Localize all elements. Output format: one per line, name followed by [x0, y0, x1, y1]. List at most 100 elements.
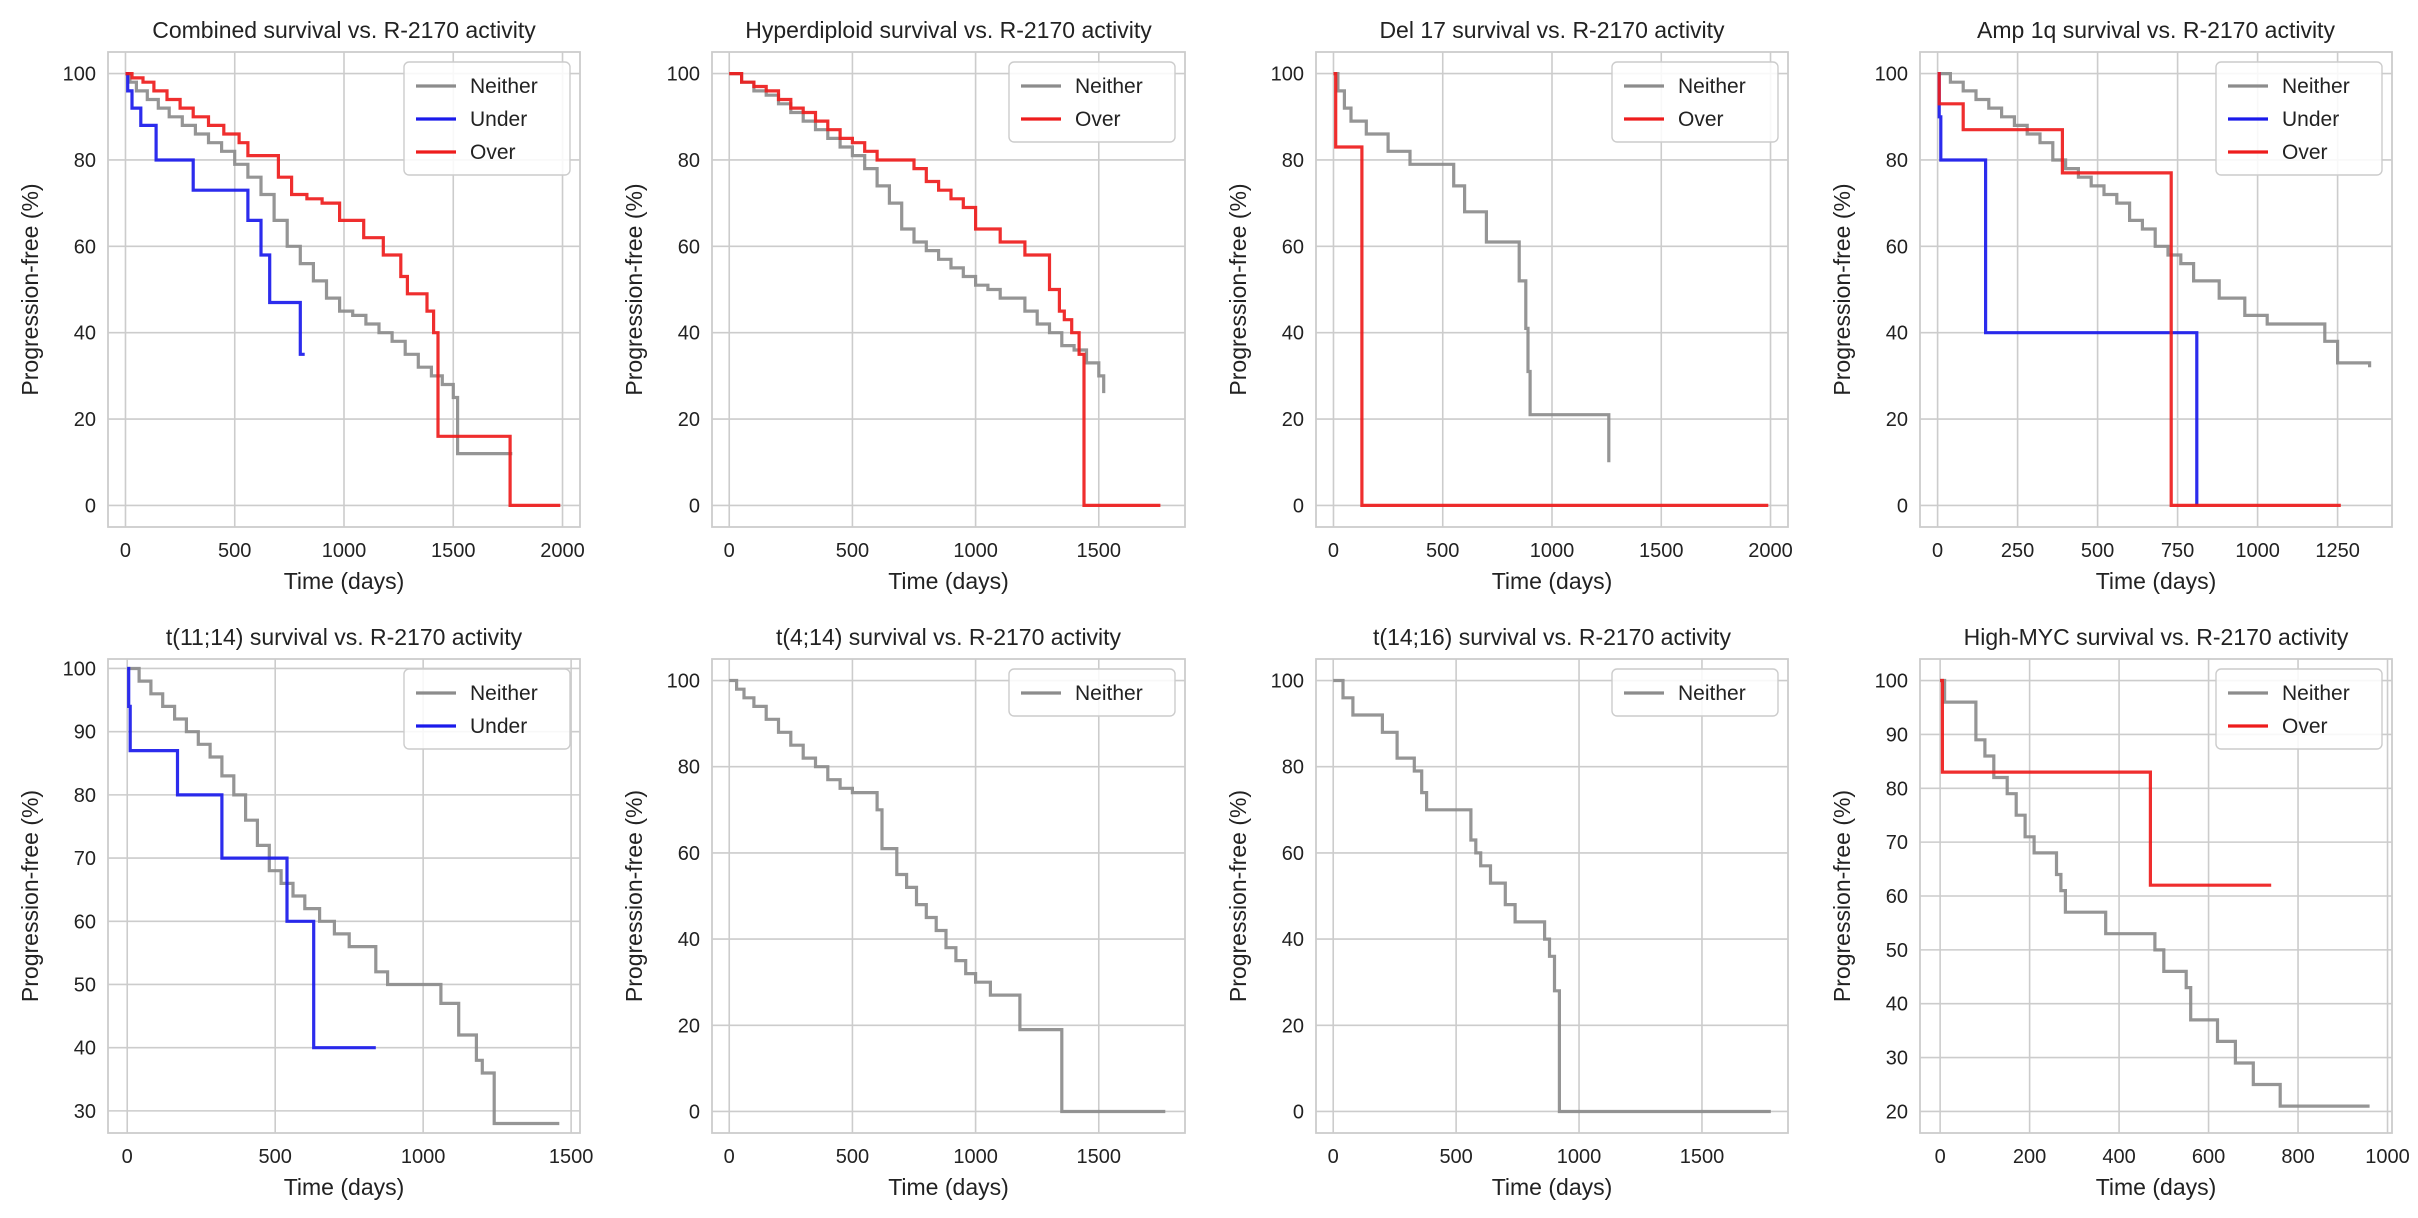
series-line-neither: [1333, 72, 1611, 463]
x-tick-label: 500: [836, 1146, 869, 1168]
series-line-neither: [127, 666, 560, 1126]
chart-title: Combined survival vs. R-2170 activity: [152, 17, 536, 43]
x-tick-label: 1250: [2315, 540, 2360, 562]
x-tick-label: 1000: [1530, 540, 1575, 562]
x-tick-label: 1000: [2365, 1146, 2410, 1168]
legend-entry-neither: Neither: [470, 682, 538, 705]
y-tick-label: 40: [1886, 994, 1908, 1016]
chart-title: t(14;16) survival vs. R-2170 activity: [1373, 624, 1731, 650]
plot-frame: [1315, 658, 1789, 1134]
y-tick-label: 0: [689, 1101, 700, 1123]
y-axis-label: Progression-free (%): [17, 183, 43, 395]
x-tick-label: 1500: [1639, 540, 1684, 562]
legend-entry-neither: Neither: [1075, 75, 1143, 98]
series-line-under: [1937, 72, 2199, 506]
y-tick-label: 100: [1875, 64, 1908, 86]
chart-panel-7: 0 500 1000 1500 0 20 40 60 80 100 t(14;16) surviva…: [1225, 624, 1789, 1200]
y-tick-label: 20: [678, 1015, 700, 1037]
legend-entry-neither: Neither: [2282, 682, 2350, 705]
y-tick-label: 100: [667, 64, 700, 86]
x-tick-label: 0: [1935, 1146, 1946, 1168]
y-tick-label: 0: [689, 495, 700, 517]
legend: Neither Over: [1611, 61, 1779, 143]
legend-entry-neither: Neither: [1678, 75, 1746, 98]
y-tick-label: 100: [1271, 64, 1304, 86]
chart-title: t(4;14) survival vs. R-2170 activity: [776, 624, 1122, 650]
legend-box: [1008, 668, 1176, 717]
y-axis-label: Progression-free (%): [17, 790, 43, 1002]
x-axis-label: Time (days): [888, 1174, 1009, 1200]
x-tick-label: 0: [724, 1146, 735, 1168]
x-tick-label: 400: [2102, 1146, 2135, 1168]
x-axis-label: Time (days): [284, 1174, 405, 1200]
y-tick-label: 60: [1282, 236, 1304, 258]
x-tick-label: 1000: [1557, 1146, 1602, 1168]
y-tick-label: 20: [1282, 409, 1304, 431]
plot-frame: [1919, 658, 2393, 1134]
x-tick-label: 0: [1932, 540, 1943, 562]
y-tick-label: 20: [1886, 1101, 1908, 1123]
y-tick-label: 90: [74, 722, 96, 744]
y-tick-label: 100: [667, 671, 700, 693]
y-tick-label: 30: [74, 1101, 96, 1123]
legend-box: [2215, 668, 2383, 750]
series-line-neither: [1937, 72, 2372, 368]
x-tick-label: 1500: [431, 540, 476, 562]
y-tick-label: 80: [1886, 778, 1908, 800]
x-axis-label: Time (days): [1492, 568, 1613, 594]
legend-entry-under: Under: [2282, 108, 2339, 131]
legend-box: [403, 668, 571, 750]
x-tick-label: 500: [836, 540, 869, 562]
series-line-under: [125, 72, 305, 356]
plot-frame: [107, 658, 581, 1134]
legend-box: [1611, 61, 1779, 143]
series-line-over: [729, 72, 1161, 507]
legend: Neither Under: [403, 668, 571, 750]
chart-panel-3: 0 500 1000 1500 2000 0 20 40 60 80 100 Del 17 survi…: [1225, 17, 1793, 594]
y-tick-label: 40: [678, 323, 700, 345]
x-tick-label: 500: [2081, 540, 2114, 562]
legend: Neither Under Over: [2215, 61, 2383, 176]
y-tick-label: 20: [678, 409, 700, 431]
y-tick-label: 70: [74, 848, 96, 870]
x-tick-label: 1500: [1680, 1146, 1725, 1168]
x-tick-label: 500: [218, 540, 251, 562]
y-tick-label: 80: [678, 757, 700, 779]
x-tick-label: 0: [122, 1146, 133, 1168]
x-tick-label: 0: [120, 540, 131, 562]
x-axis-label: Time (days): [2096, 568, 2217, 594]
x-tick-label: 1000: [322, 540, 367, 562]
x-axis-label: Time (days): [1492, 1174, 1613, 1200]
legend-entry-neither: Neither: [470, 75, 538, 98]
plot-frame: [1919, 51, 2393, 528]
y-tick-label: 70: [1886, 832, 1908, 854]
y-tick-label: 50: [74, 974, 96, 996]
x-tick-label: 1000: [401, 1146, 446, 1168]
y-tick-label: 60: [678, 236, 700, 258]
series-line-neither: [729, 678, 1166, 1114]
y-axis-label: Progression-free (%): [1225, 183, 1251, 395]
legend: Neither Over: [1008, 61, 1176, 143]
x-tick-label: 500: [1439, 1146, 1472, 1168]
y-tick-label: 80: [74, 150, 96, 172]
y-tick-label: 90: [1886, 724, 1908, 746]
x-tick-label: 1500: [1077, 1146, 1122, 1168]
y-tick-label: 40: [74, 323, 96, 345]
y-tick-label: 40: [74, 1038, 96, 1060]
legend: Neither: [1008, 668, 1176, 717]
x-tick-label: 1500: [549, 1146, 594, 1168]
y-tick-label: 50: [1886, 940, 1908, 962]
chart-panel-8: 0 200 400 600 800 1000 20 30 40 50 60 70 80 90 100 High…: [1829, 624, 2410, 1200]
legend: Neither Under Over: [403, 61, 571, 176]
y-tick-label: 80: [1282, 757, 1304, 779]
y-tick-label: 60: [1282, 843, 1304, 865]
legend-entry-over: Over: [2282, 715, 2328, 738]
y-tick-label: 100: [63, 64, 96, 86]
series-line-neither: [729, 72, 1106, 394]
y-axis-label: Progression-free (%): [621, 183, 647, 395]
y-tick-label: 80: [1886, 150, 1908, 172]
chart-panel-5: 0 500 1000 1500 30 40 50 60 70 80 90 100 t(11;14) su…: [17, 624, 593, 1200]
series-line-over: [125, 72, 561, 507]
series-line-neither: [1940, 678, 2370, 1108]
